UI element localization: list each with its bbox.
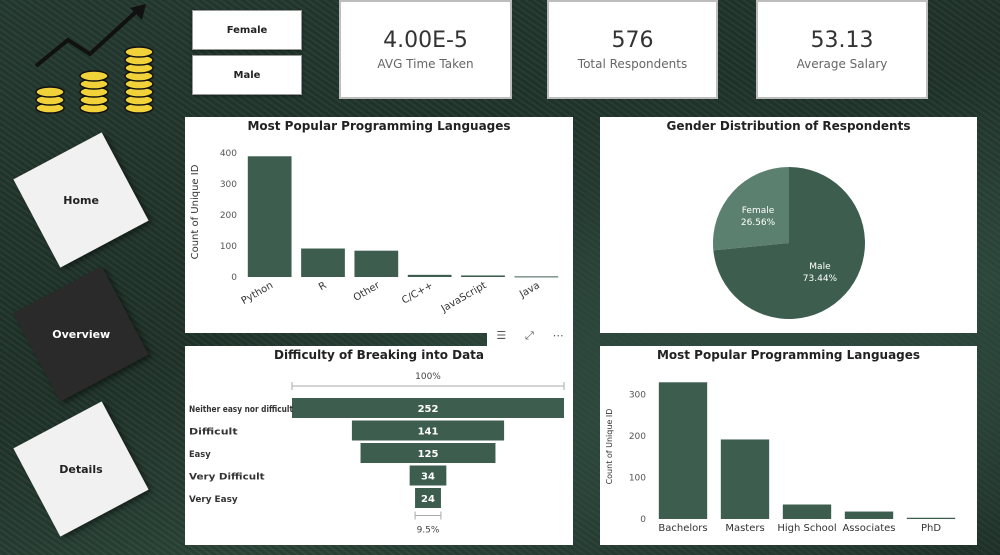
bar xyxy=(514,276,559,278)
languages-bar-chart-card: Most Popular Programming Languages 0 100 2… xyxy=(185,117,573,333)
languages-bar-chart: 0 100 200 300 400 Count of Unique ID Python R Ot… xyxy=(190,149,559,315)
pie-slice-label: Female xyxy=(742,206,775,216)
funnel-category-label: Very Difficult xyxy=(189,473,265,483)
y-tick-label: 0 xyxy=(231,273,237,283)
x-tick-label: Java xyxy=(517,280,542,301)
nav-overview-label: Overview xyxy=(52,327,110,341)
pie-slice xyxy=(713,167,865,319)
funnel-bottom-percent: 9.5% xyxy=(417,526,440,536)
funnel-bar xyxy=(409,465,447,486)
funnel-category-label: Difficult xyxy=(189,428,238,438)
bar xyxy=(354,250,399,277)
gender-pie-chart: Female 26.56% Male 73.44% xyxy=(713,167,865,319)
y-tick-label: 300 xyxy=(220,180,237,190)
x-tick-label: JavaScript xyxy=(439,280,489,315)
bar xyxy=(301,248,345,277)
funnel-category-label: Neither easy nor difficult xyxy=(189,405,294,415)
x-tick-label: Associates xyxy=(842,523,895,534)
x-tick-label: Python xyxy=(240,280,276,307)
x-tick-label: High School xyxy=(777,523,836,534)
slicer-male-button[interactable]: Male xyxy=(192,55,302,95)
difficulty-chart-title: Difficulty of Breaking into Data xyxy=(273,348,485,362)
kpi-total-respondents-label: Total Respondents xyxy=(577,57,688,71)
y-tick-label: 400 xyxy=(220,149,237,159)
x-tick-label: C/C++ xyxy=(400,280,435,307)
bar xyxy=(906,517,956,519)
y-tick-label: 0 xyxy=(640,515,646,525)
kpi-total-respondents-card: 576 Total Respondents xyxy=(547,0,718,99)
funnel-bar-value: 125 xyxy=(418,449,439,460)
x-tick-label: R xyxy=(317,280,329,293)
kpi-average-salary-label: Average Salary xyxy=(796,57,888,71)
education-bar-chart-card: Most Popular Programming Languages 0 100 2… xyxy=(600,346,977,545)
nav-details-button[interactable]: Details xyxy=(13,401,149,537)
x-tick-label: Bachelors xyxy=(658,523,707,534)
funnel-bar-value: 24 xyxy=(421,494,435,505)
difficulty-funnel-chart: 100% 252 Neither easy nor difficult 141 Diff… xyxy=(189,372,565,536)
y-tick-label: 200 xyxy=(220,211,237,221)
pie-slice-percent: 73.44% xyxy=(803,274,838,284)
funnel-bar-value: 34 xyxy=(421,472,435,483)
y-axis-title: Count of Unique ID xyxy=(190,164,201,259)
filter-icon[interactable]: ☰ xyxy=(496,329,507,342)
bar xyxy=(407,274,452,277)
kpi-average-salary-value: 53.13 xyxy=(810,28,874,53)
bar xyxy=(844,511,894,519)
funnel-bar xyxy=(351,420,505,441)
education-chart-title: Most Popular Programming Languages xyxy=(656,348,921,362)
funnel-bar-value: 141 xyxy=(418,427,439,438)
focus-mode-icon[interactable]: ⤢ xyxy=(525,328,534,342)
pie-slice-label: Male xyxy=(809,262,831,272)
funnel-bar-value: 252 xyxy=(418,404,439,415)
coins-logo-icon xyxy=(28,4,163,116)
funnel-bar xyxy=(292,398,564,418)
x-tick-label: Other xyxy=(352,280,383,304)
bar xyxy=(247,156,292,277)
y-tick-label: 100 xyxy=(629,474,646,484)
nav-details-label: Details xyxy=(59,462,103,476)
funnel-bar xyxy=(415,488,441,508)
education-bar-chart: 0 100 200 300 Count of Unique ID Bachelors Mas… xyxy=(605,382,956,534)
pie-slice-percent: 26.56% xyxy=(741,218,776,228)
slicer-female-button[interactable]: Female xyxy=(192,10,302,50)
funnel-category-label: Very Easy xyxy=(189,495,238,505)
x-tick-label: Masters xyxy=(725,523,764,534)
bar xyxy=(461,275,505,277)
more-options-icon[interactable]: ⋯ xyxy=(552,329,564,342)
bar xyxy=(658,382,708,519)
kpi-avg-time-value: 4.00E-5 xyxy=(383,28,468,53)
bar xyxy=(720,439,770,519)
nav-home-label: Home xyxy=(63,193,99,207)
languages-chart-title: Most Popular Programming Languages xyxy=(247,119,511,133)
gender-chart-title: Gender Distribution of Respondents xyxy=(666,119,911,133)
nav-home-button[interactable]: Home xyxy=(13,132,149,268)
difficulty-funnel-chart-card: Difficulty of Breaking into Data 100% 252… xyxy=(185,346,573,545)
kpi-avg-time-card: 4.00E-5 AVG Time Taken xyxy=(339,0,512,99)
gender-pie-chart-card: Gender Distribution of Respondents Femal… xyxy=(600,117,977,333)
y-tick-label: 100 xyxy=(220,242,237,252)
funnel-category-label: Easy xyxy=(189,450,211,460)
kpi-total-respondents-value: 576 xyxy=(611,28,654,53)
kpi-avg-time-label: AVG Time Taken xyxy=(377,57,474,71)
bar xyxy=(782,504,832,519)
x-tick-label: PhD xyxy=(921,523,941,534)
y-axis-title: Count of Unique ID xyxy=(605,409,614,485)
funnel-bar xyxy=(360,443,496,463)
y-tick-label: 300 xyxy=(629,391,646,401)
visual-header-toolbar: ☰ ⤢ ⋯ xyxy=(487,325,573,346)
pie-slice xyxy=(713,167,789,251)
kpi-average-salary-card: 53.13 Average Salary xyxy=(756,0,928,99)
funnel-top-percent: 100% xyxy=(415,372,441,382)
nav-overview-button[interactable]: Overview xyxy=(13,266,149,402)
y-tick-label: 200 xyxy=(629,432,646,442)
